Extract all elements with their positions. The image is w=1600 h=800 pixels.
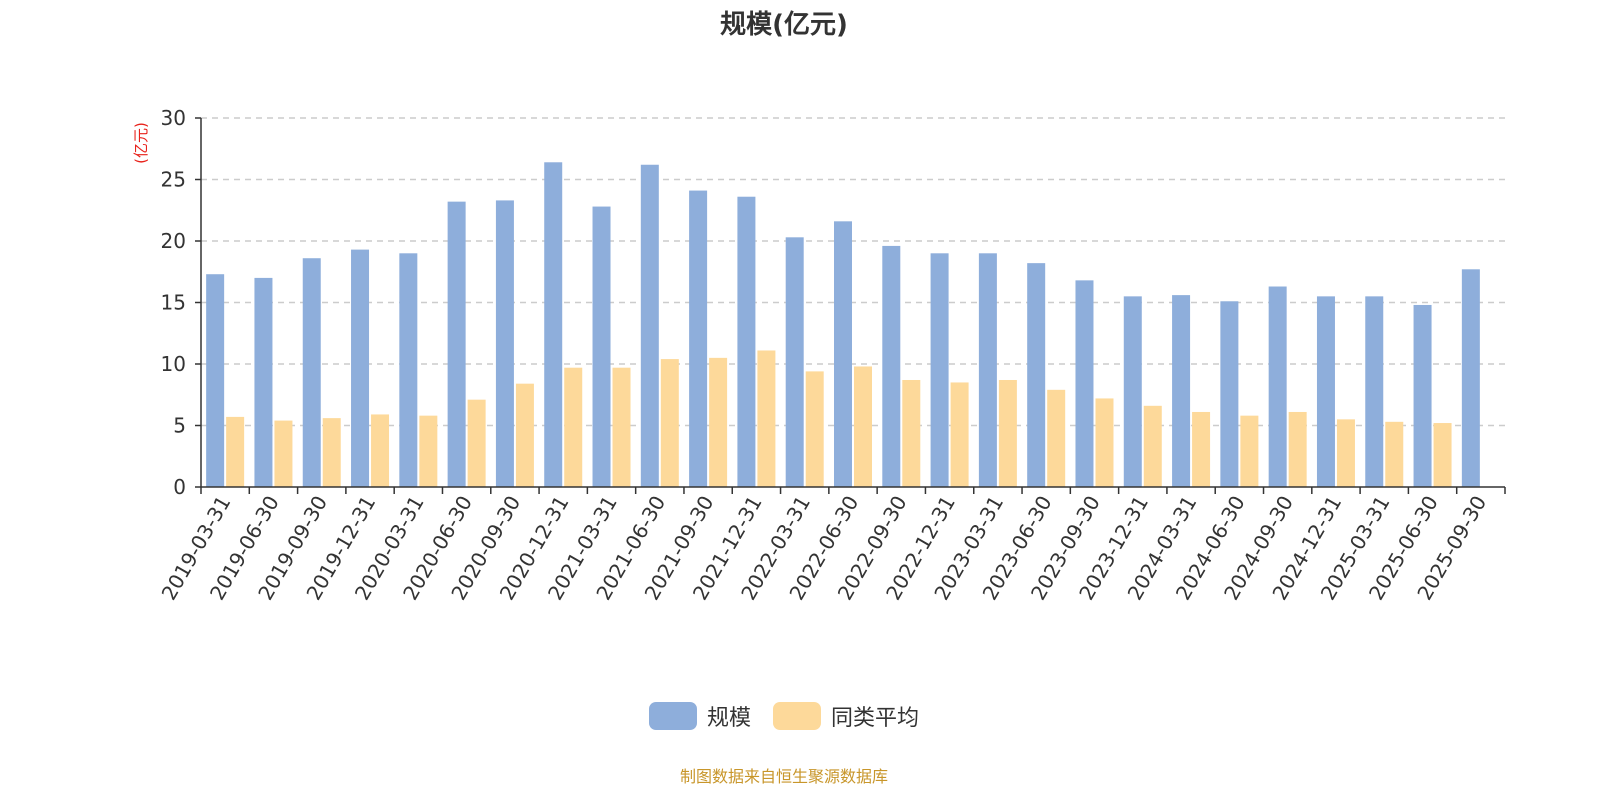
y-axis-label: (亿元) xyxy=(132,122,150,164)
source-note: 制图数据来自恒生聚源数据库 xyxy=(679,767,888,786)
bar-peer-average xyxy=(709,357,728,487)
bars xyxy=(206,162,1480,488)
bar-peer-average xyxy=(322,418,341,487)
bar-peer-average xyxy=(902,379,921,487)
bar-scale xyxy=(254,277,273,487)
bar-peer-average xyxy=(1047,389,1066,487)
bar-scale xyxy=(544,162,563,487)
bar-scale xyxy=(1268,286,1287,487)
legend-swatch-peer-average xyxy=(773,702,821,730)
y-tick-label: 30 xyxy=(161,106,186,130)
bar-peer-average xyxy=(1336,419,1355,487)
bar-scale xyxy=(206,274,225,487)
bar-scale xyxy=(882,245,901,487)
y-tick-label: 5 xyxy=(173,414,186,438)
bar-scale xyxy=(640,164,659,488)
bar-peer-average xyxy=(1240,415,1259,487)
bar-peer-average xyxy=(1433,423,1452,487)
bar-peer-average xyxy=(757,350,776,487)
legend-label-peer-average: 同类平均 xyxy=(831,706,920,731)
legend: 规模 同类平均 xyxy=(0,700,1568,732)
bar-scale xyxy=(978,253,997,487)
bar-scale xyxy=(689,190,708,487)
bar-scale xyxy=(1075,280,1094,487)
y-tick-label: 10 xyxy=(161,352,186,376)
bar-scale xyxy=(495,200,514,487)
bar-scale xyxy=(351,249,370,487)
y-tick-label: 15 xyxy=(161,291,186,315)
bar-peer-average xyxy=(467,399,486,487)
gridlines xyxy=(201,117,1505,427)
bar-peer-average xyxy=(612,367,631,487)
bar-peer-average xyxy=(419,415,438,487)
bar-peer-average xyxy=(226,416,245,487)
bar-scale xyxy=(1461,269,1480,487)
y-tick-label: 25 xyxy=(161,168,186,192)
bar-scale xyxy=(302,258,321,487)
bar-peer-average xyxy=(1095,398,1114,487)
bar-peer-average xyxy=(998,379,1017,487)
bar-peer-average xyxy=(1192,411,1211,487)
bar-scale xyxy=(1316,296,1335,487)
bar-peer-average xyxy=(1143,405,1162,487)
bar-peer-average xyxy=(1288,411,1307,487)
y-tick-label: 20 xyxy=(161,229,186,253)
bar-peer-average xyxy=(371,414,390,487)
axes xyxy=(195,117,1506,494)
bar-scale xyxy=(930,253,949,487)
legend-label-scale: 规模 xyxy=(706,706,751,731)
bar-peer-average xyxy=(564,367,583,487)
bar-scale xyxy=(1172,295,1191,487)
bar-scale xyxy=(1220,301,1239,487)
chart-title: 规模(亿元) xyxy=(720,10,848,40)
tick-labels: 051015202530(亿元)2019-03-312019-06-302019… xyxy=(132,106,1491,604)
bar-scale xyxy=(447,201,466,487)
legend-item-peer-average[interactable]: 同类平均 xyxy=(773,700,919,732)
bar-peer-average xyxy=(950,382,969,487)
bar-peer-average xyxy=(1385,421,1404,487)
bar-scale xyxy=(785,237,804,487)
bar-scale xyxy=(1123,296,1142,487)
bar-scale xyxy=(399,253,418,487)
bar-peer-average xyxy=(274,420,293,487)
bar-scale xyxy=(834,221,852,487)
bar-scale xyxy=(1413,304,1432,487)
bar-scale xyxy=(1027,263,1046,487)
bar-peer-average xyxy=(854,366,872,487)
bar-scale xyxy=(592,206,611,487)
y-tick-label: 0 xyxy=(173,475,186,499)
legend-item-scale[interactable]: 规模 xyxy=(648,700,751,732)
bar-peer-average xyxy=(805,371,824,487)
bar-peer-average xyxy=(660,359,679,487)
legend-swatch-scale xyxy=(648,702,697,730)
bar-scale xyxy=(737,196,756,487)
bar-scale xyxy=(1365,296,1384,487)
bar-peer-average xyxy=(515,383,534,487)
